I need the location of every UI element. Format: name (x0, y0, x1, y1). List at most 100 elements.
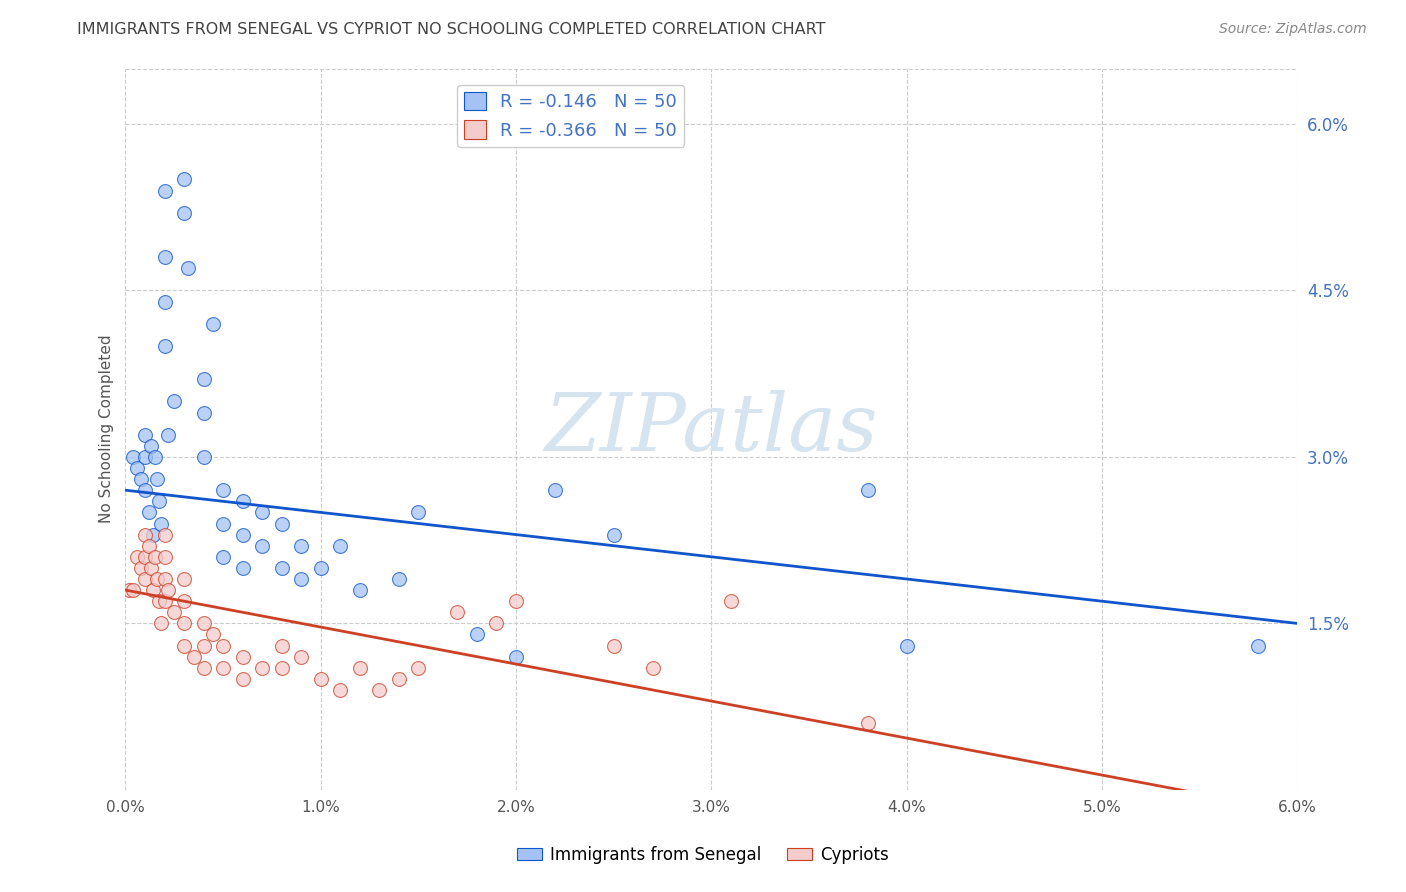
Point (212, 549, 235, 564)
Point (183, 649, 205, 664)
Point (602, 527, 624, 541)
Text: ZIPatlas: ZIPatlas (544, 391, 877, 468)
Point (193, 372, 215, 386)
Point (250, 505, 273, 519)
Point (896, 639, 918, 653)
Point (270, 639, 292, 653)
Point (505, 594, 527, 608)
Point (232, 672, 254, 686)
Point (138, 505, 160, 519)
Point (1247, 639, 1270, 653)
Point (856, 716, 879, 731)
Point (153, 294, 176, 309)
Point (173, 206, 195, 220)
Point (329, 683, 352, 698)
Point (157, 583, 180, 598)
Legend: Immigrants from Senegal, Cypriots: Immigrants from Senegal, Cypriots (510, 839, 896, 871)
Point (153, 339, 176, 353)
Point (408, 505, 430, 519)
Point (149, 516, 172, 531)
Point (122, 450, 145, 464)
Point (232, 527, 254, 541)
Point (157, 427, 180, 442)
Point (270, 516, 292, 531)
Point (127, 549, 149, 564)
Point (232, 561, 254, 575)
Point (193, 450, 215, 464)
Point (388, 672, 411, 686)
Point (290, 572, 312, 586)
Point (118, 583, 141, 598)
Point (134, 450, 156, 464)
Point (446, 605, 468, 619)
Y-axis label: No Schooling Completed: No Schooling Completed (100, 334, 114, 524)
Point (163, 394, 186, 409)
Point (153, 250, 176, 264)
Legend: R = -0.146   N = 50, R = -0.366   N = 50: R = -0.146 N = 50, R = -0.366 N = 50 (457, 85, 685, 147)
Point (349, 583, 371, 598)
Point (270, 561, 292, 575)
Point (250, 661, 273, 675)
Point (129, 561, 152, 575)
Point (349, 661, 371, 675)
Point (232, 494, 254, 508)
Point (163, 605, 186, 619)
Point (202, 627, 225, 641)
Point (127, 461, 149, 475)
Point (193, 405, 215, 419)
Point (142, 527, 165, 541)
Point (212, 483, 235, 498)
Point (138, 539, 160, 553)
Point (134, 427, 156, 442)
Point (544, 483, 567, 498)
Point (149, 616, 172, 631)
Point (153, 549, 176, 564)
Point (134, 483, 156, 498)
Point (153, 184, 176, 198)
Point (388, 572, 411, 586)
Point (173, 639, 195, 653)
Point (212, 661, 235, 675)
Point (250, 539, 273, 553)
Point (193, 616, 215, 631)
Point (309, 561, 332, 575)
Point (143, 549, 166, 564)
Point (148, 494, 170, 508)
Point (145, 472, 167, 486)
Point (153, 594, 176, 608)
Point (368, 683, 391, 698)
Point (122, 583, 145, 598)
Point (193, 639, 215, 653)
Point (134, 549, 156, 564)
Point (309, 672, 332, 686)
Point (173, 594, 195, 608)
Point (145, 572, 167, 586)
Point (134, 527, 156, 541)
Text: IMMIGRANTS FROM SENEGAL VS CYPRIOT NO SCHOOLING COMPLETED CORRELATION CHART: IMMIGRANTS FROM SENEGAL VS CYPRIOT NO SC… (77, 22, 825, 37)
Point (139, 439, 162, 453)
Point (173, 172, 195, 186)
Point (485, 616, 508, 631)
Point (134, 572, 156, 586)
Point (212, 516, 235, 531)
Point (290, 539, 312, 553)
Point (602, 639, 624, 653)
Point (173, 572, 195, 586)
Point (202, 317, 225, 331)
Point (153, 527, 176, 541)
Point (139, 561, 162, 575)
Text: Source: ZipAtlas.com: Source: ZipAtlas.com (1219, 22, 1367, 37)
Point (129, 472, 152, 486)
Point (173, 616, 195, 631)
Point (290, 649, 312, 664)
Point (142, 583, 165, 598)
Point (177, 261, 200, 276)
Point (465, 627, 488, 641)
Point (408, 661, 430, 675)
Point (212, 639, 235, 653)
Point (148, 594, 170, 608)
Point (720, 594, 742, 608)
Point (232, 649, 254, 664)
Point (641, 661, 664, 675)
Point (856, 483, 879, 498)
